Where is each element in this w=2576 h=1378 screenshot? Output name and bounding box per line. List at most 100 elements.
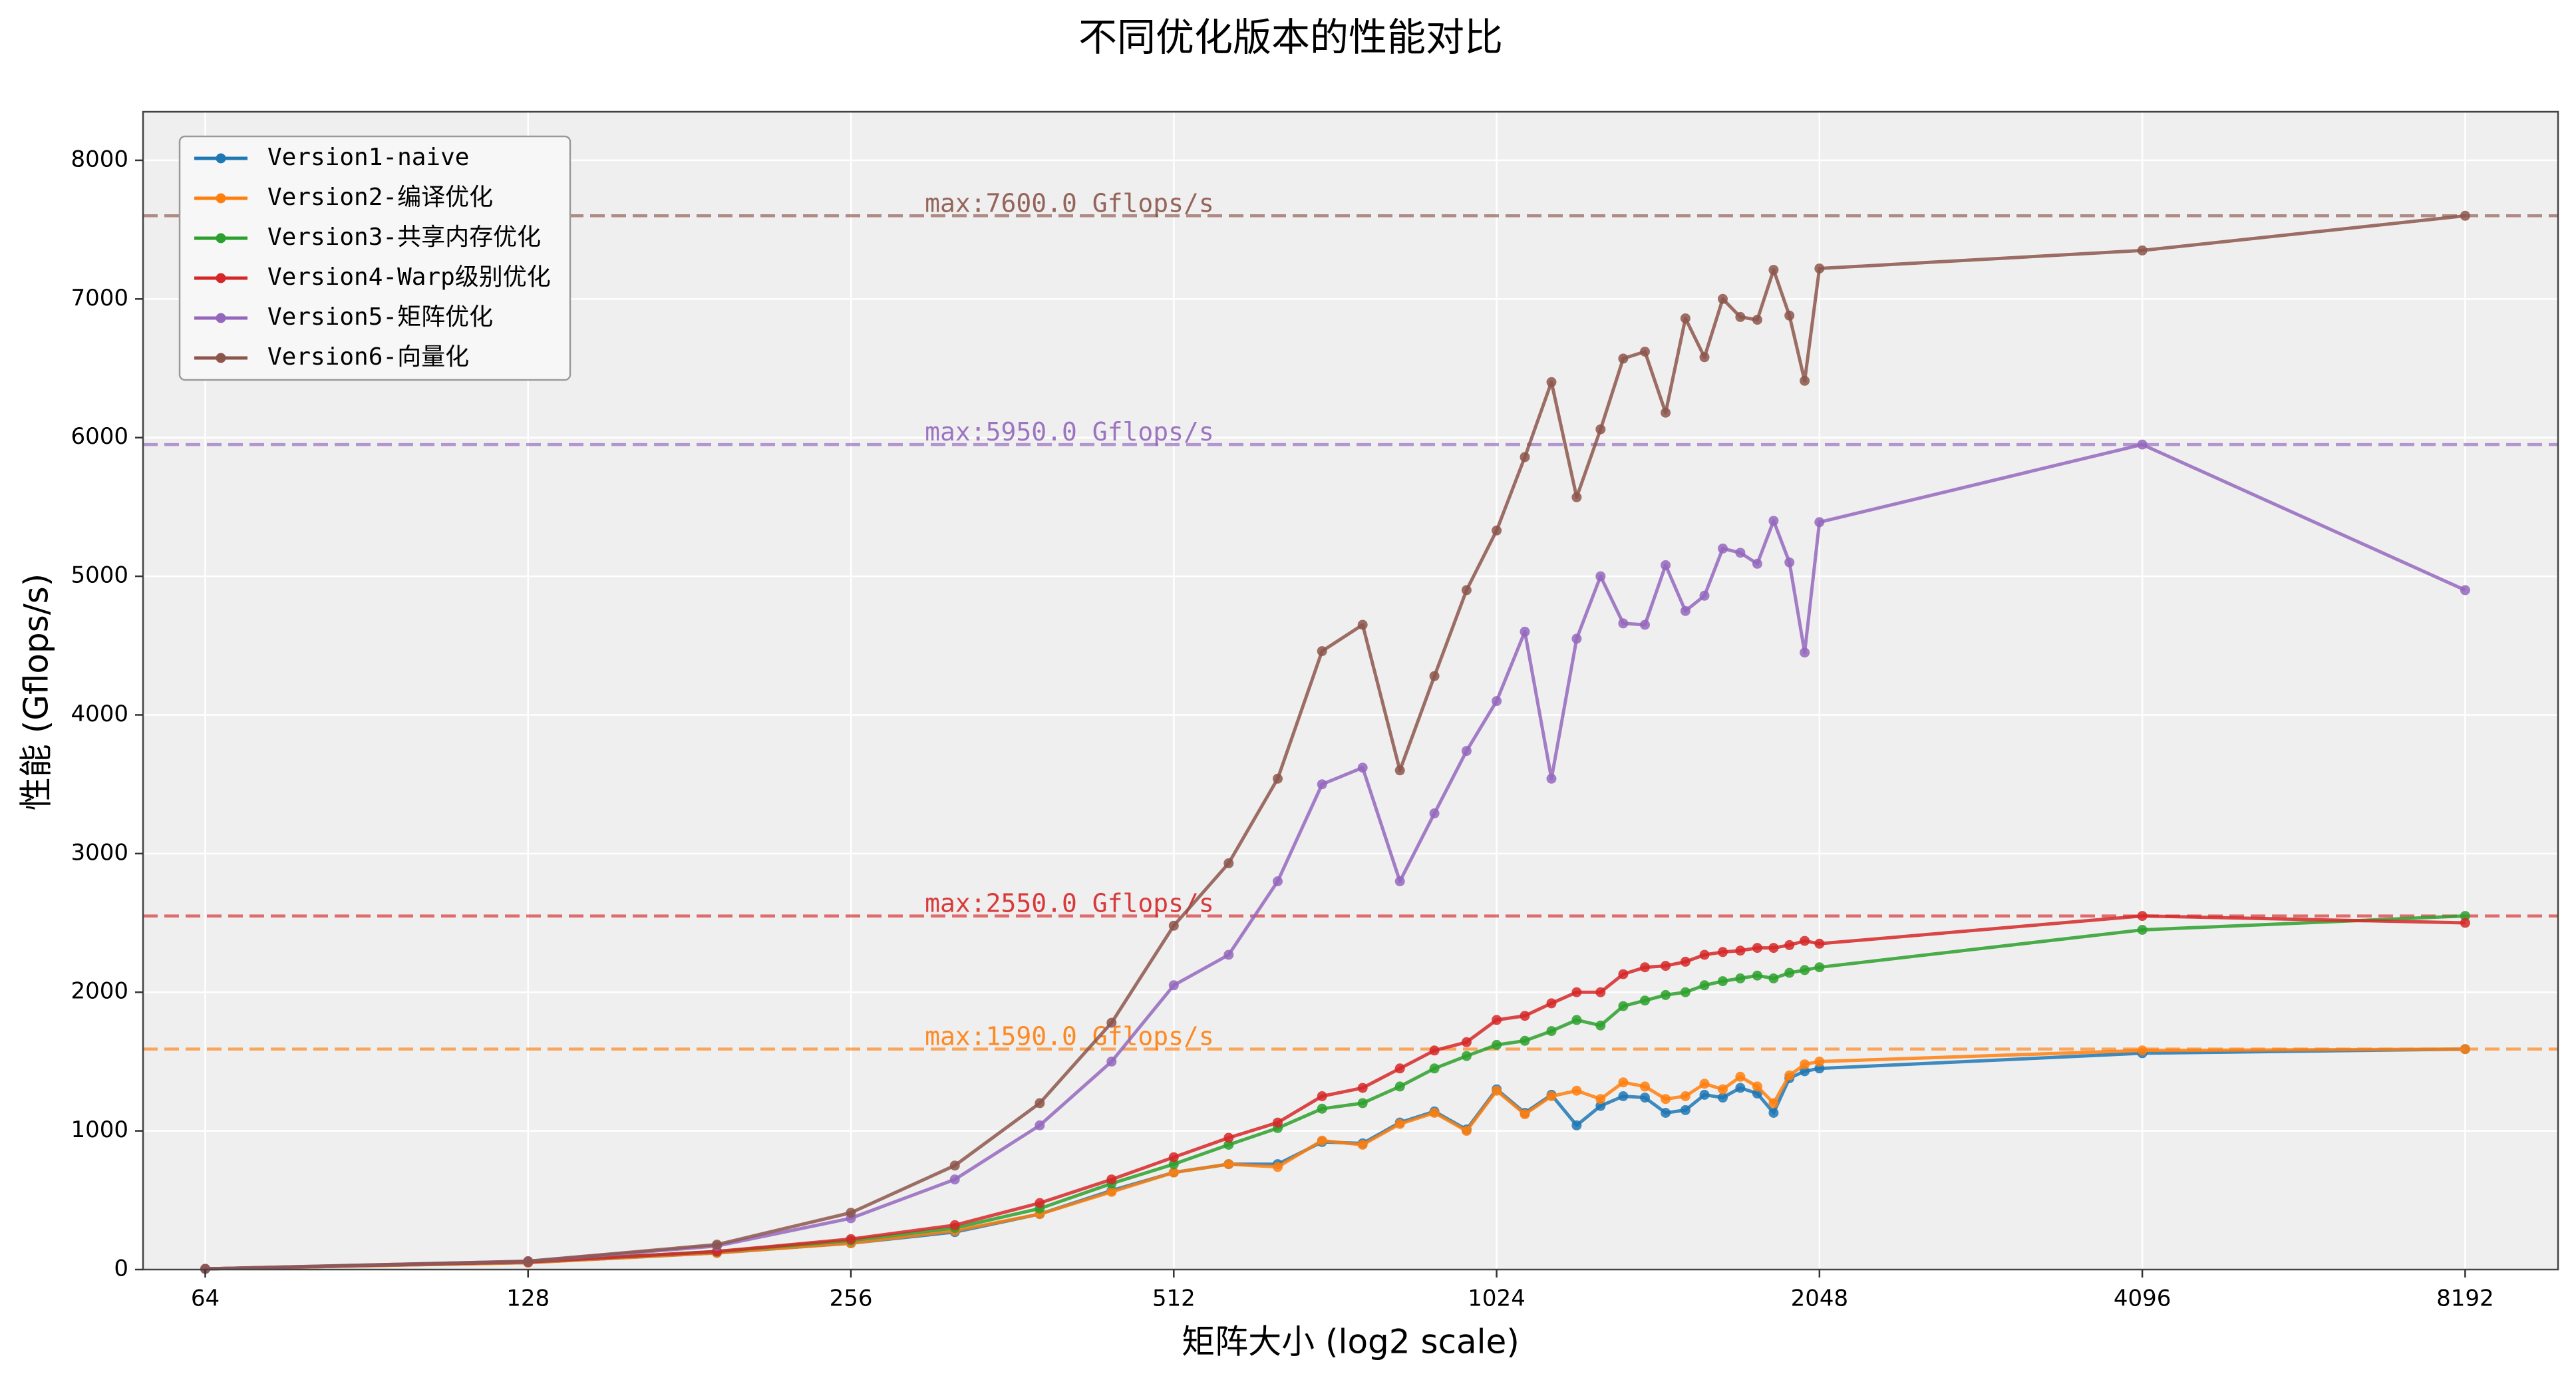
data-point <box>1571 633 1582 644</box>
legend-label: Version1-naive <box>267 144 469 171</box>
data-point <box>1680 313 1690 323</box>
data-point <box>1752 558 1762 569</box>
x-tick-label: 256 <box>830 1286 873 1312</box>
data-point <box>846 1234 856 1244</box>
data-point <box>1106 1174 1117 1185</box>
data-point <box>1661 989 1671 1000</box>
data-point <box>1768 1098 1779 1109</box>
data-point <box>1394 876 1405 886</box>
data-point <box>1595 987 1606 997</box>
data-point <box>1752 970 1762 981</box>
data-point <box>1492 1015 1502 1025</box>
data-point <box>1595 571 1606 582</box>
x-axis-label: 矩阵大小 (log2 scale) <box>1182 1323 1520 1361</box>
legend-label: Version4-Warp级别优化 <box>267 263 551 291</box>
data-point <box>1735 973 1746 983</box>
y-tick-label: 6000 <box>71 423 128 450</box>
data-point <box>1618 618 1629 629</box>
data-point <box>523 1256 534 1266</box>
data-point <box>1768 516 1779 526</box>
series-6 <box>200 210 2470 1274</box>
data-point <box>1520 626 1530 637</box>
data-point <box>2460 585 2470 596</box>
data-point <box>1640 995 1650 1006</box>
data-point <box>1784 1070 1795 1081</box>
data-point <box>1571 1085 1582 1096</box>
data-point <box>1699 1079 1710 1089</box>
data-point <box>1035 1198 1045 1208</box>
y-axis-ticks: 0 1000 2000 3000 4000 5000 6000 7000 8000 <box>71 146 143 1282</box>
data-point <box>1640 347 1650 357</box>
y-tick-label: 2000 <box>71 978 128 1005</box>
data-point <box>1752 943 1762 953</box>
data-point <box>2460 911 2470 922</box>
data-point <box>1168 980 1179 991</box>
legend-label: Version5-矩阵优化 <box>267 303 493 331</box>
data-point <box>1520 1035 1530 1046</box>
data-point <box>1814 1056 1825 1067</box>
data-point <box>1784 557 1795 568</box>
legend: Version1-naive Version2-编译优化 Version3-共享内存… <box>178 135 571 381</box>
data-point <box>2137 1045 2148 1056</box>
data-point <box>1768 1108 1779 1118</box>
data-point <box>1680 987 1690 997</box>
data-point <box>1429 671 1440 681</box>
data-point <box>1595 1101 1606 1111</box>
data-point <box>1429 808 1440 818</box>
data-point <box>1273 1162 1283 1172</box>
x-tick-label: 8192 <box>2436 1286 2494 1312</box>
series-line <box>205 1047 2466 1271</box>
data-point <box>1618 1077 1629 1088</box>
series-line <box>205 914 2466 1271</box>
legend-marker <box>216 353 226 363</box>
data-point <box>2137 911 2148 922</box>
max-annotation-label: max:1590.0 Gflops/s <box>925 1022 1214 1051</box>
data-point <box>1357 619 1368 630</box>
x-axis-ticks: 64 128 256 512 1024 2048 4096 8192 <box>191 1270 2494 1312</box>
data-point <box>1699 980 1710 991</box>
data-point <box>1768 973 1779 983</box>
x-tick-label: 512 <box>1152 1286 1196 1312</box>
data-point <box>1168 1152 1179 1162</box>
y-tick-label: 5000 <box>71 562 128 589</box>
legend-marker <box>216 153 226 164</box>
data-point <box>1492 525 1502 536</box>
data-point <box>1273 1117 1283 1128</box>
data-point <box>1784 967 1795 978</box>
data-point <box>1735 548 1746 558</box>
data-point <box>1735 946 1746 956</box>
legend-label: Version3-共享内存优化 <box>267 224 541 251</box>
data-point <box>1571 987 1582 997</box>
data-point <box>1699 949 1710 960</box>
data-point <box>1520 452 1530 462</box>
data-point <box>1546 1026 1557 1037</box>
data-point <box>1661 560 1671 570</box>
data-point <box>949 1160 960 1171</box>
chart-title: 不同优化版本的性能对比 <box>1078 15 1503 60</box>
legend-label: Version6-向量化 <box>267 343 469 371</box>
data-point <box>1317 779 1327 790</box>
data-point <box>1223 1140 1234 1150</box>
data-point <box>1640 619 1650 630</box>
data-point <box>1429 1045 1440 1056</box>
data-point <box>1768 943 1779 953</box>
data-point <box>1571 492 1582 502</box>
data-point <box>1571 1120 1582 1130</box>
data-point <box>1546 773 1557 784</box>
data-point <box>1461 1126 1472 1136</box>
series-3 <box>200 911 2470 1274</box>
data-point <box>1394 1063 1405 1074</box>
data-point <box>1106 1186 1117 1197</box>
data-point <box>1273 876 1283 886</box>
max-annotation-label: max:7600.0 Gflops/s <box>925 188 1214 218</box>
data-point <box>1492 1085 1502 1096</box>
data-point <box>1718 976 1728 987</box>
data-point <box>1814 263 1825 273</box>
max-annotation-label: max:2550.0 Gflops/s <box>925 889 1214 918</box>
y-tick-label: 8000 <box>71 146 128 172</box>
data-point <box>1520 1109 1530 1120</box>
data-point <box>1752 315 1762 325</box>
data-point <box>1640 1081 1650 1092</box>
data-point <box>1106 1017 1117 1028</box>
